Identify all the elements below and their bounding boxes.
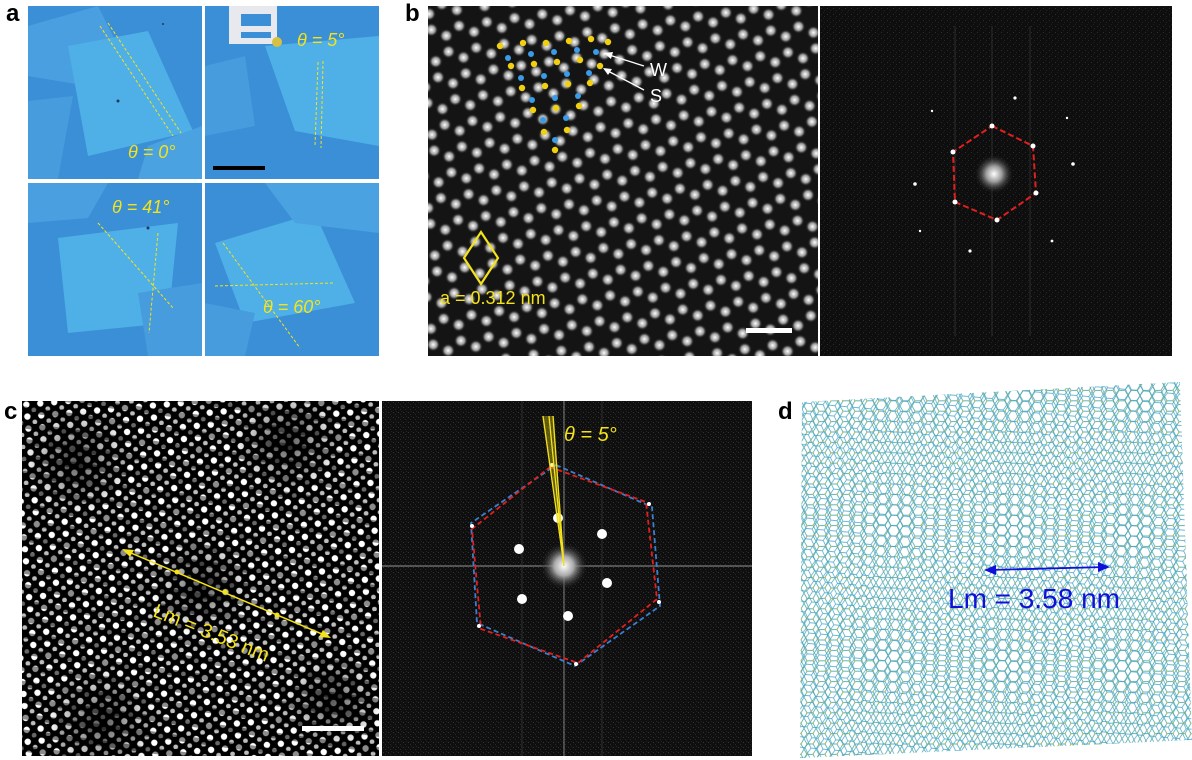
optical-image-theta-60: θ = 60°: [205, 183, 379, 356]
panel-letter-a: a: [6, 0, 20, 27]
fft-image-c-svg: θ = 5°: [382, 401, 752, 756]
optical-image-svg: θ = 41°: [28, 183, 202, 356]
optical-image-svg: θ = 0°: [28, 6, 202, 179]
stem-image: W S a = 0.312 nm: [428, 6, 818, 356]
stem-image-svg: W S a = 0.312 nm: [428, 6, 818, 356]
atom-overlay: [496, 35, 612, 154]
panel-letter-c: c: [4, 398, 18, 425]
optical-image-svg: θ = 60°: [205, 183, 379, 356]
fft-image-b: [820, 6, 1172, 356]
theta-label-0: θ = 0°: [128, 142, 176, 162]
optical-image-svg: θ = 5°: [205, 6, 379, 179]
fft-hexagon-blue: [470, 463, 661, 668]
moire-lattice-model: Lm = 3.58 nm: [780, 380, 1192, 760]
panel-letter-d: d: [778, 398, 793, 425]
theta-label-60: θ = 60°: [263, 297, 321, 317]
moire-lattice-svg: Lm = 3.58 nm: [800, 382, 1192, 758]
theta-label-5: θ = 5°: [297, 30, 345, 50]
scale-bar: [746, 328, 792, 333]
optical-image-theta-5: θ = 5°: [205, 6, 379, 179]
theta-label-41: θ = 41°: [112, 197, 170, 217]
scale-bar: [302, 726, 364, 731]
optical-image-theta-41: θ = 41°: [28, 183, 202, 356]
moire-period-arrow-d: [987, 566, 1107, 571]
label-w: W: [650, 60, 667, 80]
lattice-constant-label: a = 0.312 nm: [440, 288, 546, 308]
fft-hexagon-red: [471, 465, 658, 665]
moire-image-svg: Lm = 3.53 nm: [22, 401, 379, 756]
moire-length-label-d: Lm = 3.58 nm: [948, 583, 1120, 614]
scale-bar: [213, 166, 265, 170]
moire-image: Lm = 3.53 nm: [22, 401, 379, 756]
fft-image-c: θ = 5°: [382, 401, 752, 756]
unit-cell-rhombus: [462, 229, 500, 287]
panel-letter-b: b: [405, 0, 420, 27]
panel-a: θ = 0° θ = 5° θ = 41°: [28, 6, 379, 356]
fft-image-b-svg: [820, 6, 1172, 356]
label-s: S: [650, 86, 662, 106]
theta-label-c: θ = 5°: [564, 424, 617, 446]
optical-image-theta-0: θ = 0°: [28, 6, 202, 179]
